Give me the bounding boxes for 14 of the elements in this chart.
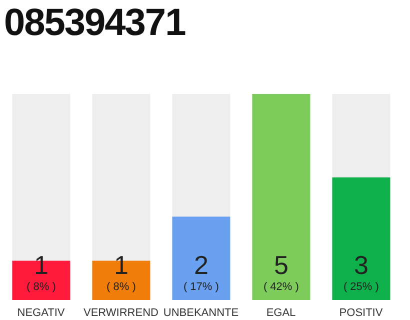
data-label: ( 8% ) <box>26 281 56 293</box>
x-tick-label: POSITIV <box>339 306 384 319</box>
data-label: ( 42% ) <box>263 281 299 293</box>
data-label: ( 17% ) <box>183 281 219 293</box>
annotation: 2 <box>194 250 208 280</box>
x-tick-label: UNBEKANNTE <box>163 306 239 319</box>
data-label: ( 25% ) <box>343 281 379 293</box>
annotation: 5 <box>274 250 288 280</box>
chart-title: 085394371 <box>4 1 186 46</box>
x-tick-label: NEGATIV <box>17 306 66 319</box>
x-tick-label: VERWIRREND <box>84 306 159 319</box>
annotation: 3 <box>354 250 368 280</box>
x-tick-label: EGAL <box>266 306 296 319</box>
data-label: ( 8% ) <box>106 281 136 293</box>
